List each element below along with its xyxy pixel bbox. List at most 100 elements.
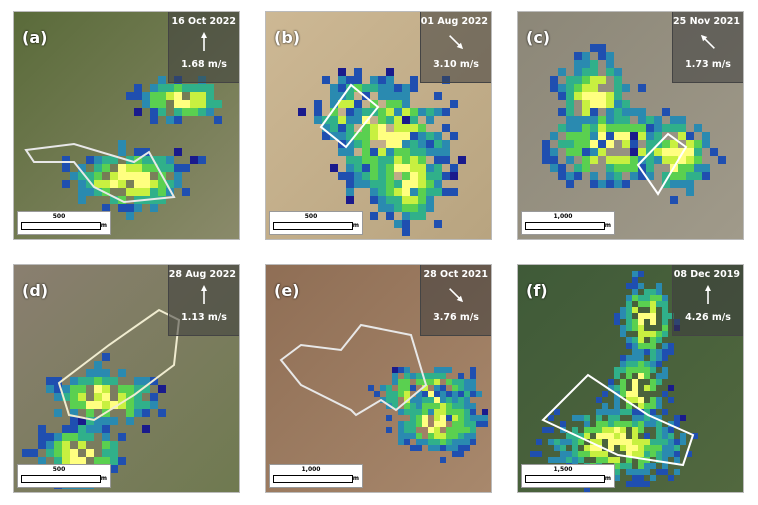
plume-pixel bbox=[620, 331, 626, 337]
plume-pixel bbox=[686, 451, 692, 457]
plume-pixel bbox=[632, 343, 638, 349]
plume-pixel bbox=[464, 391, 470, 397]
plume-pixel bbox=[402, 172, 410, 180]
panel-label: (f) bbox=[526, 281, 548, 300]
plume-pixel bbox=[386, 148, 394, 156]
plume-pixel bbox=[46, 449, 54, 457]
plume-pixel bbox=[620, 463, 626, 469]
observation-date: 01 Aug 2022 bbox=[420, 16, 488, 27]
scale-value: 500 bbox=[52, 466, 66, 473]
plume-pixel bbox=[582, 124, 590, 132]
plume-pixel bbox=[174, 164, 182, 172]
plume-pixel bbox=[702, 140, 710, 148]
plume-pixel bbox=[614, 132, 622, 140]
plume-pixel bbox=[614, 415, 620, 421]
plume-pixel bbox=[550, 164, 558, 172]
plume-pixel bbox=[78, 457, 86, 465]
plume-pixel bbox=[614, 397, 620, 403]
plume-pixel bbox=[620, 355, 626, 361]
plume-pixel bbox=[386, 391, 392, 397]
plume-pixel bbox=[110, 377, 118, 385]
plume-pixel bbox=[670, 124, 678, 132]
plume-pixel bbox=[614, 469, 620, 475]
plume-overlay bbox=[279, 323, 488, 463]
plume-pixel bbox=[434, 367, 440, 373]
plume-pixel bbox=[102, 441, 110, 449]
plume-pixel bbox=[626, 361, 632, 367]
plume-pixel bbox=[354, 132, 362, 140]
plume-pixel bbox=[452, 433, 458, 439]
plume-pixel bbox=[638, 283, 644, 289]
plume-pixel bbox=[662, 409, 668, 415]
plume-pixel bbox=[214, 116, 222, 124]
plume-pixel bbox=[656, 361, 662, 367]
plume-pixel bbox=[434, 391, 440, 397]
plume-pixel bbox=[126, 92, 134, 100]
map-panel: (c) 25 Nov 2021 1.73 m/s 1,000 m bbox=[517, 11, 744, 240]
plume-pixel bbox=[558, 164, 566, 172]
plume-pixel bbox=[632, 433, 638, 439]
plume-pixel bbox=[656, 415, 662, 421]
plume-pixel bbox=[118, 393, 126, 401]
plume-pixel bbox=[386, 100, 394, 108]
plume-pixel bbox=[386, 68, 394, 76]
plume-pixel bbox=[410, 84, 418, 92]
plume-pixel bbox=[54, 393, 62, 401]
plume-pixel bbox=[470, 409, 476, 415]
plume-pixel bbox=[378, 204, 386, 212]
plume-pixel bbox=[190, 84, 198, 92]
plume-pixel bbox=[426, 148, 434, 156]
plume-pixel bbox=[452, 427, 458, 433]
plume-pixel bbox=[638, 301, 644, 307]
plume-pixel bbox=[558, 124, 566, 132]
plume-pixel bbox=[394, 84, 402, 92]
plume-pixel bbox=[644, 295, 650, 301]
plume-pixel bbox=[566, 92, 574, 100]
plume-pixel bbox=[602, 457, 608, 463]
plume-pixel bbox=[78, 188, 86, 196]
plume-pixel bbox=[174, 100, 182, 108]
plume-pixel bbox=[386, 140, 394, 148]
plume-pixel bbox=[598, 76, 606, 84]
plume-pixel bbox=[78, 385, 86, 393]
plume-pixel bbox=[158, 409, 166, 417]
plume-pixel bbox=[614, 92, 622, 100]
plume-pixel bbox=[686, 132, 694, 140]
plume-pixel bbox=[434, 220, 442, 228]
plume-pixel bbox=[656, 397, 662, 403]
plume-pixel bbox=[410, 140, 418, 148]
plume-pixel bbox=[550, 148, 558, 156]
plume-pixel bbox=[590, 76, 598, 84]
plume-pixel bbox=[118, 148, 126, 156]
plume-pixel bbox=[554, 439, 560, 445]
plume-pixel bbox=[166, 180, 174, 188]
plume-pixel bbox=[650, 313, 656, 319]
plume-pixel bbox=[398, 367, 404, 373]
plume-pixel bbox=[656, 373, 662, 379]
plume-pixel bbox=[142, 148, 150, 156]
plume-pixel bbox=[386, 180, 394, 188]
plume-pixel bbox=[38, 433, 46, 441]
plume-pixel bbox=[410, 124, 418, 132]
plume-pixel bbox=[386, 84, 394, 92]
plume-pixel bbox=[674, 445, 680, 451]
plume-pixel bbox=[662, 331, 668, 337]
plume-pixel bbox=[134, 188, 142, 196]
plume-pixel bbox=[418, 204, 426, 212]
plume-pixel bbox=[174, 116, 182, 124]
plume-pixel bbox=[362, 116, 370, 124]
scale-bar: 500 m bbox=[17, 464, 111, 488]
plume-pixel bbox=[410, 132, 418, 140]
plume-pixel bbox=[630, 108, 638, 116]
plume-pixel bbox=[402, 204, 410, 212]
plume-pixel bbox=[632, 367, 638, 373]
plume-pixel bbox=[158, 84, 166, 92]
plume-pixel bbox=[582, 68, 590, 76]
plume-pixel bbox=[440, 385, 446, 391]
plume-pixel bbox=[620, 445, 626, 451]
plume-pixel bbox=[166, 116, 174, 124]
plume-overlay bbox=[24, 76, 222, 220]
plume-pixel bbox=[422, 439, 428, 445]
plume-pixel bbox=[442, 156, 450, 164]
scale-unit: m bbox=[604, 222, 611, 229]
